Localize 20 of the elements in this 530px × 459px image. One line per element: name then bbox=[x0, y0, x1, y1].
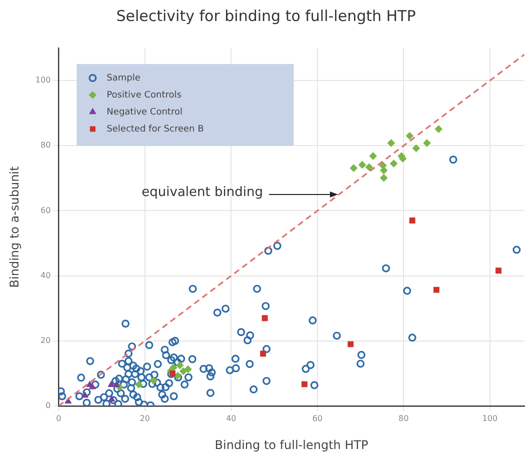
x-tick-label: 0 bbox=[56, 414, 62, 423]
y-tick-label: 100 bbox=[35, 76, 51, 85]
x-tick-label: 60 bbox=[312, 414, 322, 423]
x-tick-label: 80 bbox=[398, 414, 409, 423]
legend-label: Positive Controls bbox=[106, 90, 182, 100]
y-tick-label: 0 bbox=[46, 401, 51, 410]
legend-label: Negative Control bbox=[106, 107, 182, 118]
y-tick-label: 40 bbox=[40, 270, 51, 280]
x-tick-label: 100 bbox=[482, 414, 498, 423]
legend-label: Sample bbox=[106, 73, 141, 84]
y-tick-label: 80 bbox=[40, 140, 51, 150]
y-axis-title: Binding to a-subunit bbox=[7, 166, 22, 288]
y-tick-label: 60 bbox=[40, 206, 51, 215]
x-tick-label: 20 bbox=[140, 414, 150, 423]
chart-title: Selectivity for binding to full-length HTP bbox=[116, 6, 416, 25]
y-tick-label: 20 bbox=[40, 336, 51, 345]
x-tick-label: 40 bbox=[226, 414, 236, 423]
legend-label: Selected for Screen B bbox=[106, 124, 204, 134]
x-axis-title: Binding to full-length HTP bbox=[214, 438, 368, 452]
annotation: equivalent binding bbox=[142, 184, 263, 200]
